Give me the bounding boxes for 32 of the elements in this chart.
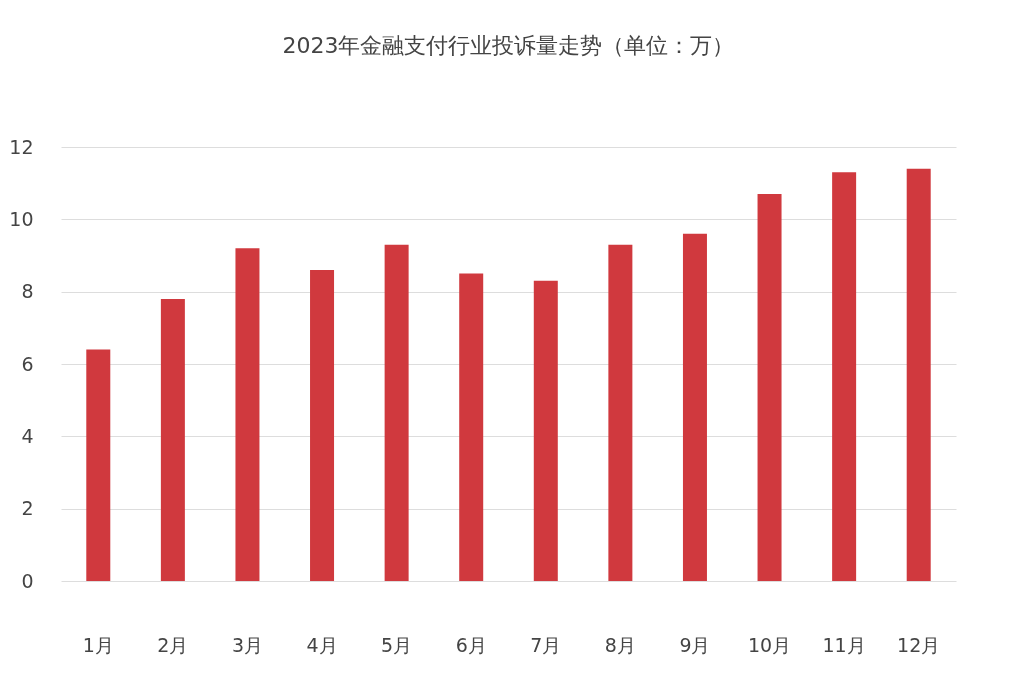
- bar: [832, 172, 857, 581]
- x-tick-label: 2月: [157, 633, 189, 656]
- y-tick-label: 10: [9, 207, 34, 230]
- x-tick-label: 1月: [82, 633, 114, 656]
- y-tick-label: 12: [9, 135, 34, 158]
- bar: [459, 273, 484, 581]
- bar: [235, 248, 260, 581]
- x-tick-label: 3月: [231, 633, 264, 656]
- x-tick-label: 7月: [530, 633, 562, 656]
- y-tick-label: 4: [21, 424, 34, 447]
- x-tick-label: 9月: [679, 633, 711, 656]
- y-tick-label: 8: [21, 280, 34, 303]
- x-tick-label: 8月: [604, 633, 636, 656]
- bar: [533, 280, 558, 581]
- x-tick-label: 11月: [822, 633, 866, 656]
- x-tick-label: 4月: [306, 633, 338, 656]
- chart-title: 2023年金融支付行业投诉量走势（单位：万）: [282, 33, 735, 58]
- bar: [757, 194, 782, 581]
- bar: [160, 298, 185, 581]
- x-tick-label: 5月: [381, 633, 413, 656]
- bar: [86, 349, 111, 581]
- x-tick-label: 6月: [455, 633, 487, 656]
- y-tick-label: 0: [21, 569, 34, 592]
- x-tick-label: 12月: [897, 633, 941, 656]
- y-tick-label: 6: [21, 352, 34, 375]
- bar: [384, 244, 409, 581]
- bar: [906, 168, 931, 581]
- x-tick-label: 10月: [747, 633, 792, 656]
- bar: [608, 244, 633, 581]
- bar: [682, 233, 707, 581]
- y-tick-label: 2: [21, 497, 34, 520]
- bar: [310, 269, 335, 581]
